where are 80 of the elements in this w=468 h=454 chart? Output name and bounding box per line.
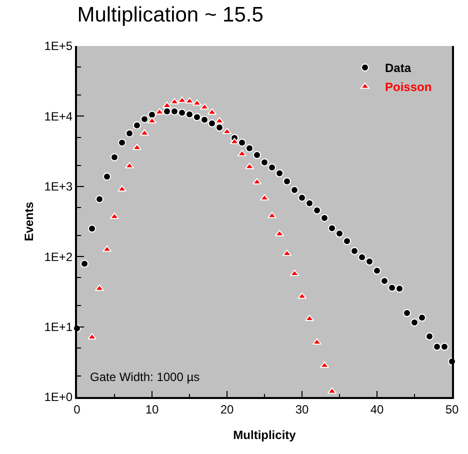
x-tick-label: 0 — [74, 402, 81, 416]
point — [103, 172, 111, 181]
y-tick-label: 1E+3 — [44, 180, 73, 194]
point — [200, 116, 208, 124]
point — [306, 199, 314, 208]
y-tick-label: 1E+5 — [44, 39, 73, 54]
annotation: Gate Width: 1000 µs — [90, 370, 200, 384]
point — [148, 110, 156, 119]
x-tick-label: 40 — [370, 402, 384, 416]
point — [276, 169, 284, 178]
point — [426, 332, 434, 340]
point — [133, 121, 141, 130]
point — [193, 113, 201, 122]
point — [396, 284, 404, 293]
point — [298, 194, 306, 202]
point — [304, 314, 314, 322]
point — [207, 108, 217, 115]
point — [238, 138, 246, 147]
legend-label: Poisson — [385, 80, 432, 94]
point — [222, 128, 232, 134]
point — [283, 177, 291, 186]
point — [118, 138, 126, 147]
x-tick-label: 50 — [445, 402, 459, 416]
y-tick-label: 1E+2 — [44, 250, 73, 264]
point — [358, 253, 366, 262]
point — [253, 151, 261, 160]
point — [192, 99, 202, 106]
point — [140, 129, 150, 136]
point — [246, 144, 254, 152]
point — [380, 276, 388, 285]
point — [267, 212, 277, 218]
chart-title: Multiplication ~ 15.5 — [77, 4, 264, 27]
point — [110, 153, 118, 162]
point — [388, 284, 396, 292]
point — [327, 387, 337, 394]
point — [244, 162, 254, 170]
point — [290, 186, 298, 194]
point — [178, 108, 186, 117]
point — [260, 158, 268, 166]
point — [170, 107, 178, 116]
x-tick-label: 10 — [145, 402, 159, 416]
point — [440, 342, 448, 351]
point — [230, 138, 240, 144]
point — [343, 237, 351, 246]
y-tick-label: 1E+1 — [44, 320, 73, 334]
point — [350, 247, 358, 256]
point — [163, 107, 171, 116]
x-tick-label: 30 — [295, 402, 309, 416]
point — [410, 318, 418, 327]
x-tick-label: 20 — [220, 402, 234, 416]
point — [366, 258, 374, 266]
point — [200, 103, 210, 110]
point — [88, 224, 96, 233]
point — [274, 230, 284, 236]
point — [418, 314, 426, 322]
point — [140, 115, 148, 124]
point — [186, 110, 194, 118]
point — [336, 230, 344, 238]
point — [403, 309, 411, 318]
y-axis-title: Events — [22, 202, 36, 242]
point — [216, 124, 224, 132]
point — [184, 97, 194, 104]
point — [126, 129, 134, 138]
point — [237, 150, 247, 156]
point — [80, 260, 88, 268]
point — [433, 342, 441, 351]
point — [268, 163, 276, 172]
point — [117, 185, 127, 192]
point — [312, 338, 322, 345]
legend-label: Data — [385, 61, 412, 76]
y-tick-label: 1E+4 — [44, 109, 73, 124]
point — [208, 119, 216, 128]
point — [328, 224, 336, 232]
point — [132, 144, 142, 150]
point — [373, 266, 381, 275]
x-axis-title: Multiplicity — [233, 428, 296, 442]
y-tick-label: 1E+0 — [44, 390, 73, 404]
point — [313, 206, 321, 214]
point — [96, 195, 104, 204]
point — [320, 214, 328, 222]
